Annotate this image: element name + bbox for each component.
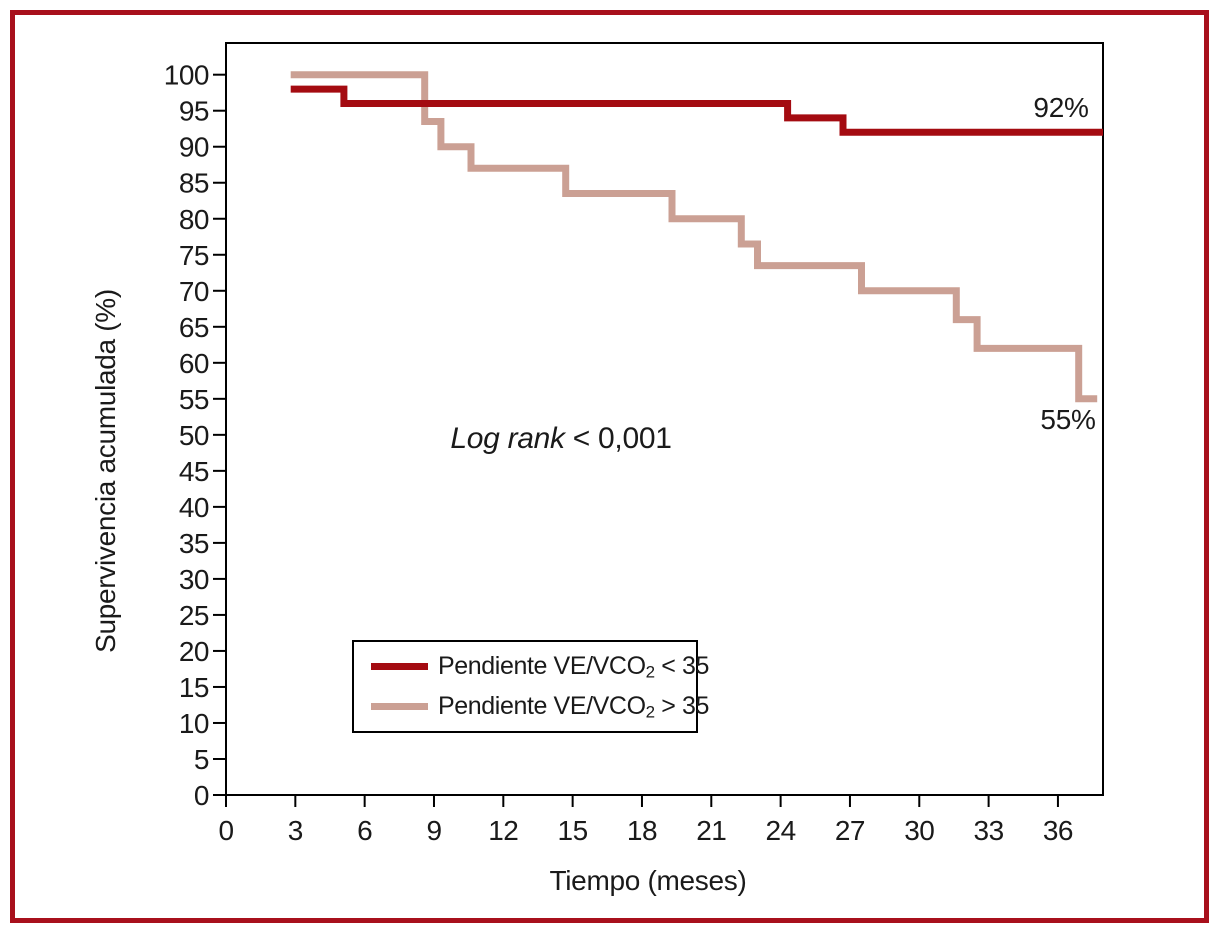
- series-pink-end-label: 55%: [1040, 404, 1096, 435]
- y-tick-label: 85: [179, 168, 209, 199]
- legend-item-red: Pendiente VE/VCO2 < 35: [371, 652, 709, 681]
- x-tick-label: 12: [488, 815, 518, 846]
- y-axis-title: Supervivencia acumulada (%): [90, 289, 121, 653]
- x-tick-label: 24: [766, 815, 796, 846]
- legend-label-red: Pendiente VE/VCO2 < 35: [438, 652, 709, 683]
- legend-label-pink: Pendiente VE/VCO2 > 35: [438, 691, 709, 722]
- x-tick-label: 27: [835, 815, 865, 846]
- series-red-end-label: 92%: [1033, 92, 1089, 123]
- y-tick-label: 5: [194, 744, 209, 775]
- legend-line-sample-pink: [371, 702, 428, 710]
- y-tick-label: 90: [179, 132, 209, 163]
- x-tick-label: 30: [904, 815, 934, 846]
- y-tick-label: 75: [179, 240, 209, 271]
- survival-curve-red: [290, 85, 1103, 136]
- legend-line-sample-red: [371, 663, 428, 671]
- legend-item-pink: Pendiente VE/VCO2 > 35: [371, 692, 709, 721]
- x-tick-label: 33: [974, 815, 1004, 846]
- x-tick-label: 0: [218, 815, 233, 846]
- x-tick-label: 18: [627, 815, 657, 846]
- y-tick-label: 100: [164, 60, 209, 91]
- y-tick-label: 65: [179, 312, 209, 343]
- y-tick-label: 95: [179, 96, 209, 127]
- y-tick-label: 70: [179, 276, 209, 307]
- y-tick-label: 25: [179, 600, 209, 631]
- y-tick-label: 50: [179, 420, 209, 451]
- survival-curve-pink: [290, 71, 1098, 403]
- x-tick-label: 15: [558, 815, 588, 846]
- x-tick-label: 9: [426, 815, 441, 846]
- log-rank-annotation: Log rank < 0,001: [450, 422, 672, 456]
- x-axis-title: Tiempo (meses): [549, 865, 747, 896]
- y-tick-label: 30: [179, 564, 209, 595]
- y-tick-label: 20: [179, 636, 209, 667]
- y-tick-label: 0: [194, 780, 209, 811]
- y-tick-label: 15: [179, 672, 209, 703]
- y-tick-label: 10: [179, 708, 209, 739]
- y-tick-label: 40: [179, 492, 209, 523]
- x-tick-label: 36: [1043, 815, 1073, 846]
- y-tick-label: 45: [179, 456, 209, 487]
- y-tick-label: 35: [179, 528, 209, 559]
- x-tick-label: 6: [357, 815, 372, 846]
- y-tick-label: 60: [179, 348, 209, 379]
- log-rank-value-text: < 0,001: [564, 422, 672, 455]
- plot-border: [225, 42, 1104, 796]
- x-tick-label: 3: [288, 815, 303, 846]
- figure-border: [10, 10, 1209, 923]
- log-rank-italic-text: Log rank: [450, 422, 565, 455]
- y-tick-label: 55: [179, 384, 209, 415]
- y-tick-label: 80: [179, 204, 209, 235]
- legend: Pendiente VE/VCO2 < 35 Pendiente VE/VCO2…: [352, 640, 709, 733]
- x-tick-label: 21: [696, 815, 726, 846]
